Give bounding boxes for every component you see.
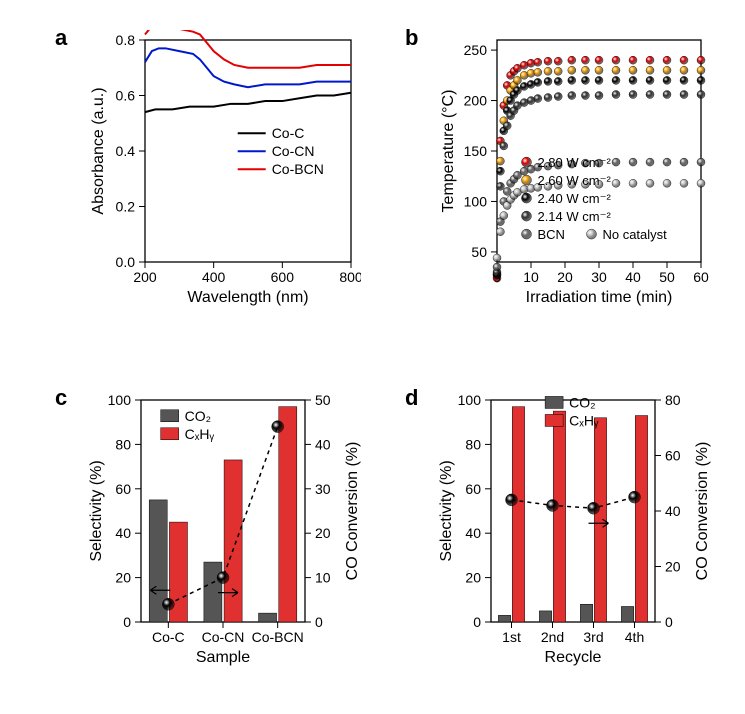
svg-text:CO₂: CO₂ — [569, 394, 595, 410]
svg-text:3rd: 3rd — [583, 629, 603, 645]
svg-text:2nd: 2nd — [541, 629, 564, 645]
svg-text:10: 10 — [315, 570, 331, 586]
bar-CO2 — [621, 606, 633, 622]
svg-text:4th: 4th — [625, 629, 644, 645]
svg-text:0.4: 0.4 — [116, 143, 136, 159]
svg-text:Co-C: Co-C — [152, 629, 185, 645]
svg-text:Co-CN: Co-CN — [202, 629, 245, 645]
svg-text:0.8: 0.8 — [116, 32, 136, 48]
svg-text:CO Conversion (%): CO Conversion (%) — [344, 442, 361, 581]
panel-label-c: c — [55, 385, 67, 411]
svg-text:No catalyst: No catalyst — [602, 227, 667, 242]
bar-CxHy — [553, 411, 565, 622]
svg-text:0: 0 — [123, 614, 131, 630]
svg-text:600: 600 — [271, 269, 295, 285]
bar-CxHy — [224, 460, 242, 622]
bar-CxHy — [635, 416, 647, 622]
chart-c: 0 20 40 60 80 100 0 10 20 30 40 50 Co-C Co-CN Co-BCNSa… — [85, 390, 361, 670]
svg-text:Co-BCN: Co-BCN — [252, 629, 304, 645]
svg-text:BCN: BCN — [537, 227, 564, 242]
panel-label-a: a — [55, 25, 67, 51]
svg-text:CO Conversion (%): CO Conversion (%) — [694, 442, 711, 581]
svg-text:CₓHᵧ: CₓHᵧ — [569, 412, 599, 428]
svg-text:2.40 W cm⁻²: 2.40 W cm⁻² — [537, 191, 611, 206]
chart-d: 0 20 40 60 80 100 0 20 40 60 80 1st 2nd 3rd 4th Recycle… — [435, 390, 711, 670]
svg-text:0.2: 0.2 — [116, 199, 136, 215]
svg-text:20: 20 — [115, 570, 131, 586]
svg-text:40: 40 — [115, 525, 131, 541]
panel-label-b: b — [405, 25, 418, 51]
svg-text:Selectivity (%): Selectivity (%) — [438, 460, 455, 561]
svg-text:2.14 W cm⁻²: 2.14 W cm⁻² — [537, 209, 611, 224]
svg-text:20: 20 — [315, 525, 331, 541]
svg-text:100: 100 — [464, 193, 488, 209]
svg-text:0: 0 — [665, 614, 673, 630]
panel-a: 200 400 600 800 0.0 0.2 0.4 0.6 0.8 Wavelength (n… — [85, 30, 361, 310]
svg-text:20: 20 — [465, 570, 481, 586]
svg-text:Sample: Sample — [196, 649, 250, 666]
x-axis-label: Wavelength (nm) — [187, 289, 308, 306]
svg-text:60: 60 — [693, 269, 709, 285]
svg-text:50: 50 — [471, 244, 487, 260]
svg-text:Recycle: Recycle — [545, 649, 602, 666]
svg-text:2.60 W cm⁻²: 2.60 W cm⁻² — [537, 173, 611, 188]
svg-text:30: 30 — [315, 481, 331, 497]
svg-text:40: 40 — [465, 525, 481, 541]
bar-CO2 — [259, 613, 277, 622]
svg-text:10: 10 — [523, 269, 539, 285]
svg-text:0.6: 0.6 — [116, 88, 136, 104]
svg-text:40: 40 — [625, 269, 641, 285]
svg-text:20: 20 — [665, 559, 681, 575]
svg-text:50: 50 — [315, 392, 331, 408]
svg-text:Irradiation time (min): Irradiation time (min) — [526, 289, 673, 306]
svg-text:Co-C: Co-C — [272, 125, 305, 141]
bar-CO2 — [539, 611, 551, 622]
bar-CO2 — [498, 615, 510, 622]
svg-text:200: 200 — [133, 269, 157, 285]
svg-text:0: 0 — [473, 614, 481, 630]
svg-text:Temperature (°C): Temperature (°C) — [440, 90, 457, 213]
svg-text:Co-BCN: Co-BCN — [272, 161, 324, 177]
svg-text:20: 20 — [557, 269, 573, 285]
chart-b: 010203040506050100150200250Irradiation t… — [435, 30, 711, 310]
svg-text:60: 60 — [665, 448, 681, 464]
bar-CxHy — [512, 407, 524, 622]
svg-text:CₓHᵧ: CₓHᵧ — [185, 426, 215, 442]
bar-CxHy — [594, 418, 606, 622]
svg-text:100: 100 — [458, 392, 482, 408]
svg-text:80: 80 — [465, 436, 481, 452]
svg-text:200: 200 — [464, 93, 488, 109]
svg-text:1st: 1st — [502, 629, 521, 645]
svg-text:0: 0 — [315, 614, 323, 630]
svg-text:400: 400 — [202, 269, 226, 285]
svg-text:CO₂: CO₂ — [185, 408, 211, 424]
panel-label-d: d — [405, 385, 418, 411]
svg-text:100: 100 — [108, 392, 132, 408]
svg-text:80: 80 — [115, 436, 131, 452]
panel-c: 0 20 40 60 80 100 0 10 20 30 40 50 Co-C Co-CN Co-BCNSa… — [85, 390, 361, 670]
svg-text:50: 50 — [659, 269, 675, 285]
figure: 2004006008000.00.20.40.60.8Wavelength (n… — [0, 0, 745, 714]
chart-a: 200 400 600 800 0.0 0.2 0.4 0.6 0.8 Wavelength (n… — [85, 30, 361, 310]
svg-text:60: 60 — [115, 481, 131, 497]
panel-d: 0 20 40 60 80 100 0 20 40 60 80 1st 2nd 3rd 4th Recycle… — [435, 390, 711, 670]
svg-text:800: 800 — [339, 269, 361, 285]
svg-text:0.0: 0.0 — [116, 254, 136, 270]
svg-text:Co-CN: Co-CN — [272, 143, 315, 159]
svg-text:30: 30 — [591, 269, 607, 285]
bar-CO2 — [580, 604, 592, 622]
svg-text:40: 40 — [315, 436, 331, 452]
svg-text:40: 40 — [665, 503, 681, 519]
y-axis-label: Absorbance (a.u.) — [90, 87, 107, 214]
svg-text:Selectivity (%): Selectivity (%) — [88, 460, 105, 561]
svg-text:2.80 W cm⁻²: 2.80 W cm⁻² — [537, 155, 611, 170]
panel-b: 010203040506050100150200250Irradiation t… — [435, 30, 711, 310]
svg-text:150: 150 — [464, 143, 488, 159]
svg-text:80: 80 — [665, 392, 681, 408]
bar-CxHy — [279, 407, 297, 622]
svg-text:60: 60 — [465, 481, 481, 497]
svg-text:250: 250 — [464, 42, 488, 58]
